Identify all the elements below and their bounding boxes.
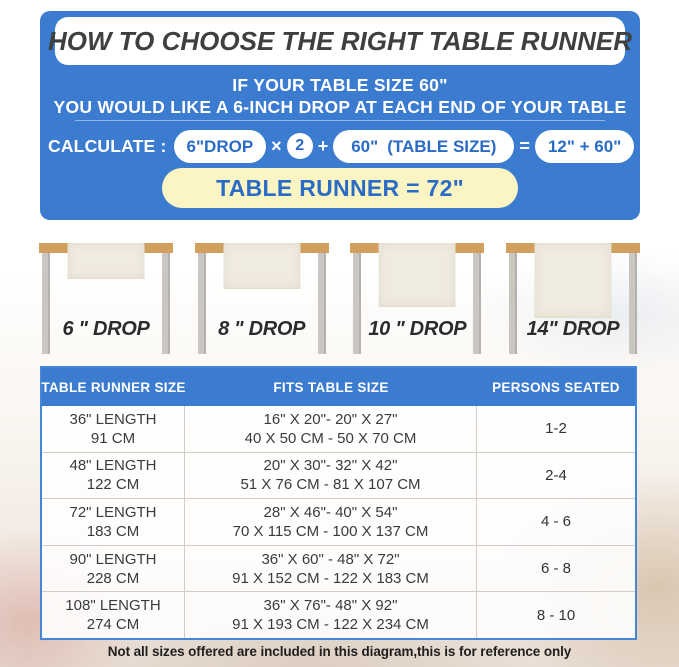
table-row: 72" LENGTH 183 CM 28" X 46"- 40" X 54" 7… [42, 498, 635, 545]
persons-cell: 8 - 10 [536, 606, 576, 624]
table-figure: 6 " DROP [39, 243, 173, 355]
persons-cell: 4 - 6 [540, 513, 571, 531]
subtitle-line2: YOU WOULD LIKE A 6-INCH DROP AT EACH END… [53, 97, 627, 117]
runner-size-cell: 36" LENGTH 91 CM [42, 406, 185, 452]
persons-cell: 6 - 8 [540, 560, 571, 578]
fits-table-cell: 16" X 20"- 20" X 27" 40 X 50 CM - 50 X 7… [185, 406, 477, 452]
runner-cloth [223, 243, 301, 289]
table-leg-left [508, 253, 517, 354]
size-table-header: TABLE RUNNER SIZE FITS TABLE SIZE PERSON… [41, 368, 635, 406]
runner-cloth [67, 243, 145, 279]
drop-diagram: 6 " DROP 8 " DROP 10 " DROP 14" DROP [39, 243, 640, 355]
fits-table-cell: 20" X 30"- 32" X 42" 51 X 76 CM - 81 X 1… [185, 452, 477, 499]
runner-cloth [534, 243, 612, 318]
table-size-pill: 60" (TABLE SIZE) [333, 129, 515, 163]
table-leg-right [162, 253, 170, 354]
calculate-label: CALCULATE : [48, 135, 167, 156]
column-header-persons: PERSONS SEATED [492, 379, 620, 395]
runner-size-cell: 72" LENGTH 183 CM [42, 499, 185, 545]
divider-line [75, 120, 605, 121]
table-size-label: (TABLE SIZE) [387, 136, 497, 156]
drop-pill: 6"DROP [173, 129, 267, 163]
runner-size-cell: 90" LENGTH 228 CM [42, 545, 185, 592]
column-header-runner-size: TABLE RUNNER SIZE [41, 379, 186, 395]
table-figure: 8 " DROP [194, 243, 329, 355]
table-row: 48" LENGTH 122 CM 20" X 30"- 32" X 42" 5… [42, 451, 635, 499]
persons-cell: 2-4 [545, 466, 567, 484]
table-leg-left [353, 253, 362, 354]
page-title: HOW TO CHOOSE THE RIGHT TABLE RUNNER [47, 25, 633, 56]
drop-label: 6 " DROP [62, 318, 150, 340]
subtitle-line1: IF YOUR TABLE SIZE 60" [232, 75, 448, 95]
table-figure: 10 " DROP [350, 243, 485, 355]
plus-operator: + [317, 135, 329, 156]
runner-cloth [378, 243, 456, 307]
fits-table-cell: 36" X 60" - 48" X 72" 91 X 152 CM - 122 … [185, 545, 477, 592]
size-table-body: 36" LENGTH 91 CM 16" X 20"- 20" X 27" 40… [42, 406, 635, 638]
footer-note: Not all sizes offered are included in th… [107, 644, 572, 659]
hero-panel: HOW TO CHOOSE THE RIGHT TABLE RUNNER IF … [40, 11, 640, 220]
table-leg-right [628, 253, 637, 354]
column-header-fits-table: FITS TABLE SIZE [273, 379, 389, 395]
size-table-panel: TABLE RUNNER SIZE FITS TABLE SIZE PERSON… [40, 366, 637, 640]
table-size-value: 60" [351, 136, 379, 156]
fits-table-cell: 28" X 46"- 40" X 54" 70 X 115 CM - 100 X… [185, 499, 477, 545]
table-leg-left [197, 253, 206, 354]
formula-row: CALCULATE : 6"DROP × 2 + 60" (TABLE SIZE)… [48, 129, 638, 163]
table-leg-left [42, 253, 50, 354]
table-figure: 14" DROP [505, 243, 640, 355]
result-banner: TABLE RUNNER = 72" [162, 168, 518, 208]
persons-cell: 1-2 [545, 420, 567, 438]
drop-label: 8 " DROP [218, 318, 306, 340]
result-pill: 12" + 60" [534, 129, 635, 163]
table-row: 108" LENGTH 274 CM 36" X 76"- 48" X 92" … [42, 591, 635, 638]
fits-table-cell: 36" X 76"- 48" X 92" 91 X 193 CM - 122 X… [185, 592, 477, 638]
runner-size-cell: 48" LENGTH 122 CM [42, 452, 185, 499]
table-row: 36" LENGTH 91 CM 16" X 20"- 20" X 27" 40… [42, 406, 635, 452]
title-box: HOW TO CHOOSE THE RIGHT TABLE RUNNER [48, 17, 632, 65]
multiplier-badge: 2 [286, 133, 313, 159]
table-row: 90" LENGTH 228 CM 36" X 60" - 48" X 72" … [42, 544, 635, 592]
times-operator: × [271, 135, 282, 156]
table-leg-right [473, 253, 482, 354]
table-leg-right [317, 253, 326, 354]
equals-operator: = [519, 135, 530, 156]
drop-label: 14" DROP [526, 318, 620, 340]
runner-size-cell: 108" LENGTH 274 CM [42, 592, 185, 638]
drop-label: 10 " DROP [368, 318, 467, 340]
